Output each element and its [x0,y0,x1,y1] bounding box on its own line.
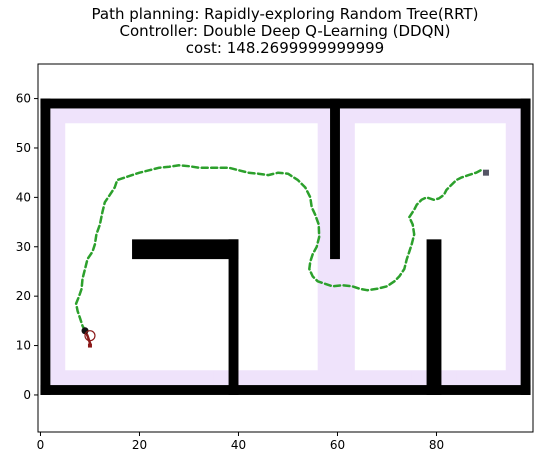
chart-title-line-1: Path planning: Rapidly-exploring Random … [92,5,479,23]
chart-title-line-2: Controller: Double Deep Q-Learning (DDQN… [120,22,451,40]
x-axis-ticks: 0 20 40 60 80 [37,432,444,452]
x-tick-label-80: 80 [429,438,444,452]
y-axis-ticks: 0 10 20 30 40 50 60 [16,92,38,402]
y-tick-label-40: 40 [16,190,31,204]
wall-0 [40,385,531,395]
wall-3 [520,98,531,395]
path-layer [74,164,483,332]
rrt-path-line [74,164,483,332]
wall-5 [228,239,239,395]
y-tick-label-30: 30 [16,240,31,254]
wall-6 [330,98,340,260]
y-tick-label-20: 20 [16,289,31,303]
marker-layer [81,169,489,348]
x-tick-label-60: 60 [330,438,345,452]
wall-layer [40,98,531,395]
chart-title-line-3: cost: 148.2699999999999 [186,39,384,57]
wall-2 [40,98,51,395]
robot-heading-circle [84,330,96,342]
wall-1 [40,98,531,109]
x-tick-label-40: 40 [231,438,246,452]
axes-frame [37,63,534,433]
wall-7 [426,239,442,395]
y-tick-label-0: 0 [23,388,31,402]
goal-marker [482,169,489,176]
x-tick-label-20: 20 [132,438,147,452]
x-tick-label-0: 0 [37,438,45,452]
robot-end-marker [87,343,92,348]
y-tick-label-10: 10 [16,339,31,353]
plot-area [40,98,531,395]
y-tick-label-60: 60 [16,92,31,106]
y-tick-label-50: 50 [16,141,31,155]
wall-4 [132,239,239,260]
